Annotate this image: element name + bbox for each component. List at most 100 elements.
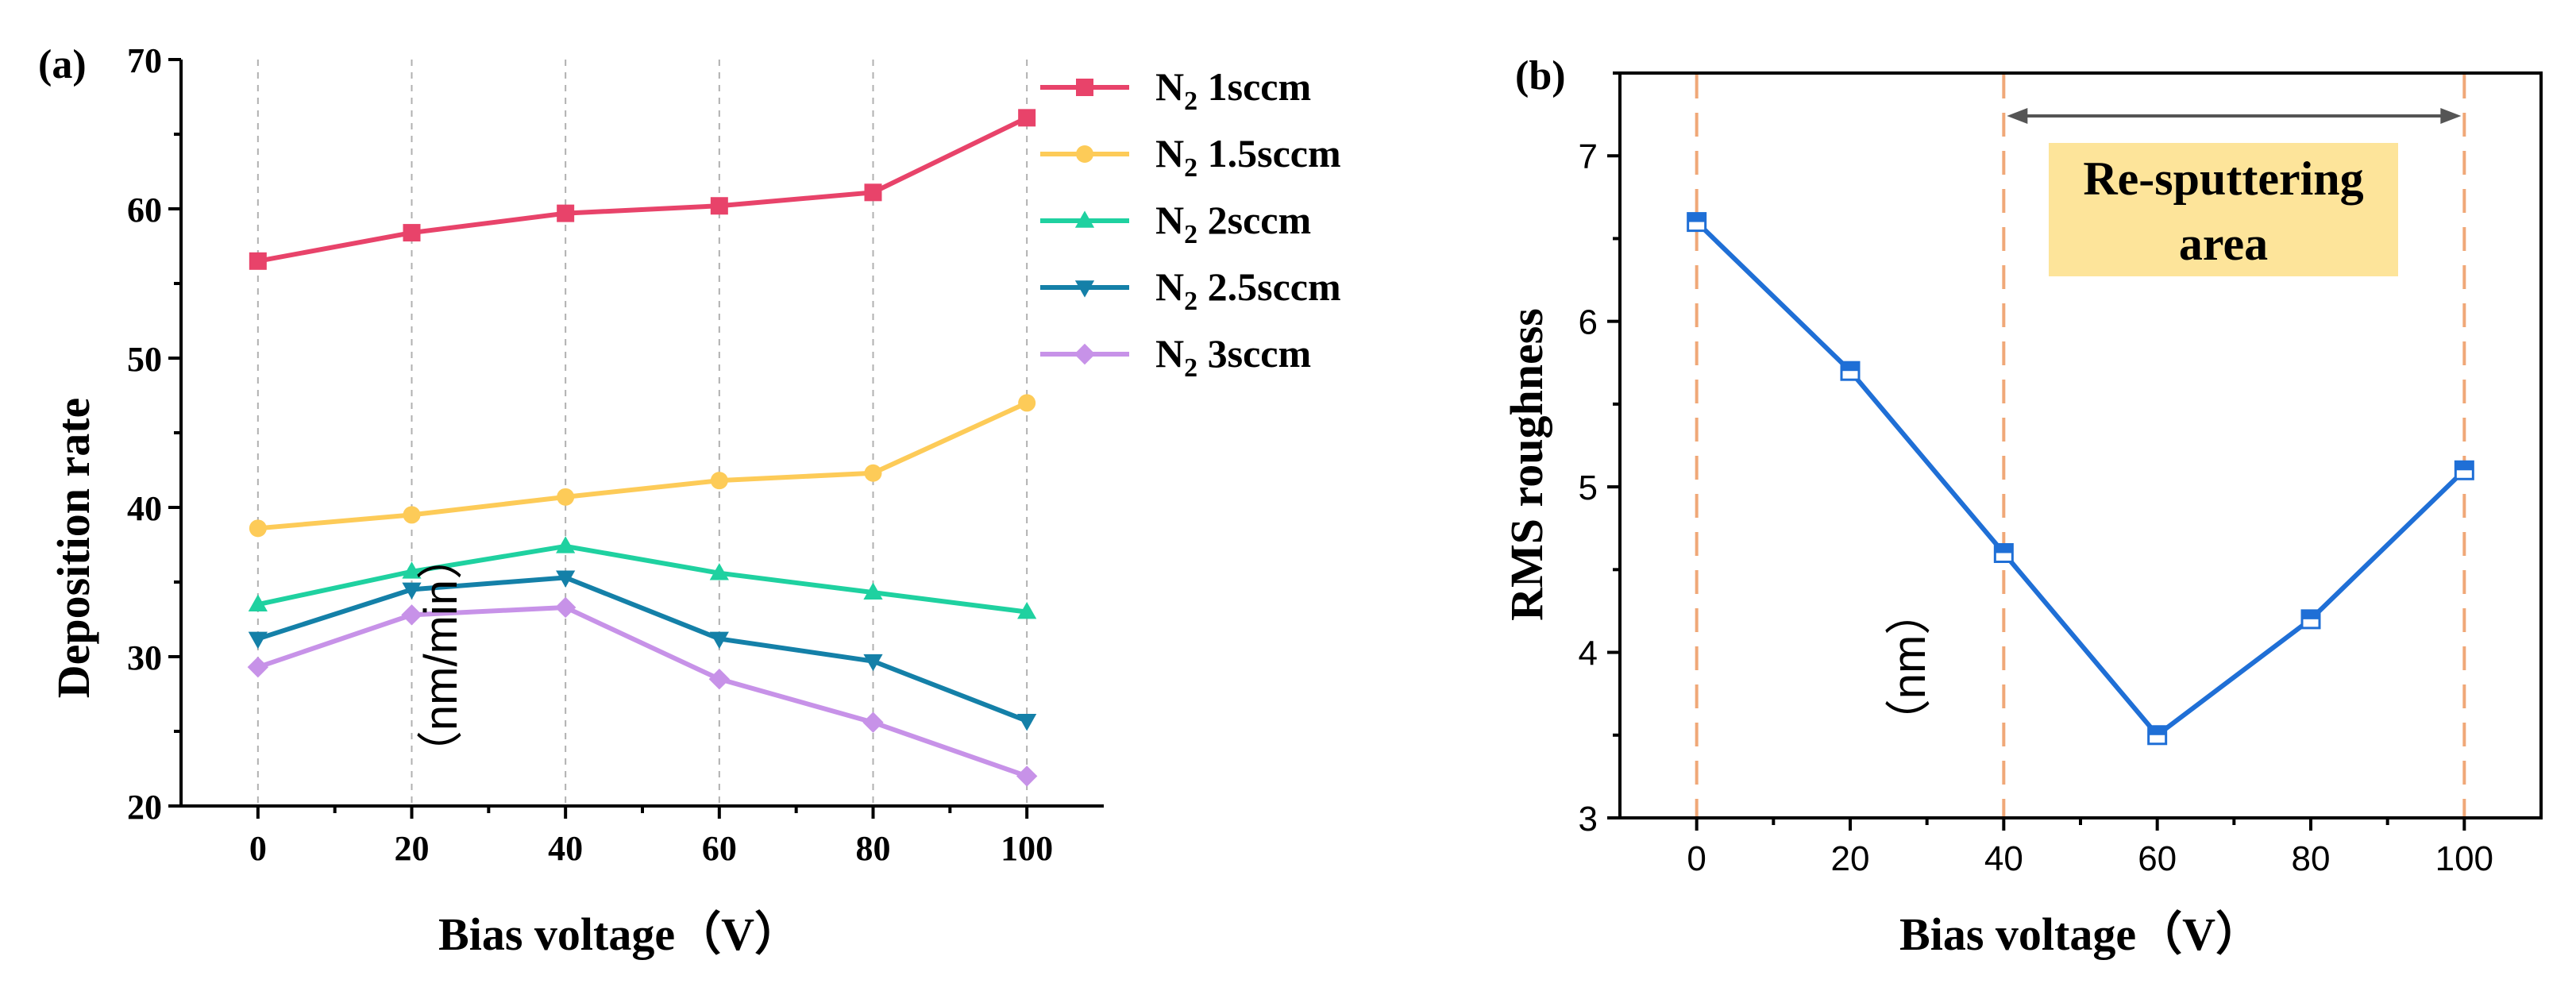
panel-b-data-point-fill: [1687, 213, 1706, 222]
panel-b-x-tick-label: 0: [1687, 839, 1706, 878]
panel-a-y-units: （nm/min）: [415, 534, 467, 777]
panel-a-data-point: [709, 563, 729, 580]
panel-a-x-label: Bias voltage（V）: [438, 908, 800, 960]
legend-swatch-marker: [1076, 145, 1093, 163]
panel-a-x-tick-label: 100: [1001, 829, 1053, 868]
panel-b-ticks: 0 20 40 60 80 100 3 4 5 6 7: [1579, 71, 2493, 878]
panel-b-x-label: Bias voltage（V）: [1899, 908, 2262, 960]
panel-b-data-point-fill: [2148, 726, 2166, 735]
panel-b-y-tick-label: 6: [1579, 303, 1598, 342]
annotation-line-1: Re-sputtering: [2083, 152, 2363, 205]
panel-a-data-point: [864, 183, 882, 202]
panel-a-y-label: Deposition rate: [48, 398, 99, 699]
panel-a-data-point: [864, 464, 882, 482]
legend-label: N2 3sccm: [1155, 331, 1311, 383]
panel-a-series-line: [257, 400, 1028, 531]
panel-b-y-tick-label: 3: [1579, 800, 1598, 839]
panel-b-x-tick-label: 20: [1831, 839, 1870, 878]
panel-b-dashed-lines: [1695, 75, 2466, 816]
panel-b-y-tick-label: 4: [1579, 634, 1598, 673]
panel-a-data-point: [248, 631, 268, 650]
annotation-box: [2049, 143, 2398, 276]
panel-a-data-point: [401, 604, 422, 626]
panel-a-y-tick-label: 30: [127, 638, 162, 677]
panel-b-y-tick-label: 7: [1579, 137, 1598, 176]
panel-a-data-point: [248, 594, 268, 611]
panel-a-data-point: [403, 506, 421, 524]
span-arrow-right-head: [2440, 108, 2462, 124]
panel-a-data-point: [1016, 765, 1038, 787]
panel-b-data-point: [1840, 361, 1861, 381]
panel-a-x-tick-label: 20: [395, 829, 430, 868]
panel-a-data-point: [247, 656, 269, 678]
panel-a-data-point: [710, 472, 728, 490]
legend-label: N2 1.5sccm: [1155, 131, 1341, 183]
panel-a-data-point: [708, 669, 731, 690]
legend-swatch-marker: [1074, 210, 1095, 228]
panel-b-x-tick-label: 80: [2292, 839, 2331, 878]
legend-swatch-marker: [1074, 343, 1096, 365]
panel-a: (a) 0 20 40 60 80 100 20 30 40 50 60 70 Bias voltag…: [38, 41, 1341, 960]
annotation-line-2: area: [2179, 218, 2268, 270]
panel-a-series-line: [257, 115, 1028, 264]
panel-b-x-tick-label: 60: [2138, 839, 2177, 878]
panel-b-data-point: [2454, 460, 2474, 480]
panel-a-data-point: [1018, 394, 1036, 412]
panel-a-data-point: [1017, 714, 1037, 731]
panel-b-label: (b): [1515, 53, 1566, 98]
panel-a-y-tick-label: 50: [127, 340, 162, 379]
panel-a-y-tick-label: 60: [127, 191, 162, 229]
panel-b-series-line: [1695, 220, 2466, 738]
panel-a-series: [247, 109, 1038, 787]
panel-a-data-point: [1018, 109, 1036, 127]
span-arrow-left-head: [2007, 108, 2028, 124]
panel-b-data-point-fill: [1841, 362, 1859, 372]
panel-a-x-tick-label: 60: [702, 829, 737, 868]
panel-a-y-tick-label: 20: [127, 788, 162, 827]
legend-label: N2 2sccm: [1155, 198, 1311, 249]
panel-a-data-point: [709, 631, 729, 650]
panel-a-data-point: [402, 582, 422, 600]
panel-a-x-tick-label: 0: [249, 829, 267, 868]
panel-a-series-line: [256, 575, 1028, 723]
panel-b-y-tick-label: 5: [1579, 469, 1598, 507]
panel-a-data-point: [554, 596, 577, 619]
panel-a-y-tick-label: 70: [127, 41, 162, 80]
panel-a-data-point: [403, 224, 421, 242]
panel-a-x-tick-label: 40: [548, 829, 583, 868]
legend-label: N2 1sccm: [1155, 64, 1311, 116]
panel-a-data-point: [710, 197, 728, 215]
panel-b-y-units: （nm）: [1884, 589, 1935, 746]
panel-b-x-tick-label: 40: [1984, 839, 2023, 878]
panel-a-x-tick-label: 80: [856, 829, 891, 868]
panel-b-data-point-fill: [2455, 461, 2474, 471]
panel-a-data-point: [862, 711, 884, 733]
panel-b-data-point: [2300, 609, 2321, 630]
panel-b-data-point-fill: [1995, 544, 2013, 553]
panel-b-data-point: [2147, 725, 2168, 746]
panel-b-data-point: [1993, 542, 2014, 563]
panel-a-data-point: [863, 582, 883, 600]
panel-a-data-point: [249, 519, 267, 538]
panel-a-series-line: [256, 604, 1028, 779]
panel-a-data-point: [863, 654, 883, 672]
panel-a-label: (a): [38, 42, 87, 87]
resputtering-annotation: Re-sputtering area: [2007, 108, 2462, 276]
panel-a-ticks: 0 20 40 60 80 100 20 30 40 50 60 70: [127, 41, 1053, 868]
panel-a-data-point: [249, 252, 267, 270]
panel-a-y-tick-label: 40: [127, 489, 162, 528]
panel-b-data-point: [1687, 212, 1707, 233]
panel-a-data-point: [556, 570, 576, 588]
panel-a-data-point: [557, 204, 575, 222]
panel-a-gridlines: [256, 60, 1028, 806]
panel-a-data-point: [557, 488, 575, 506]
panel-b-x-tick-label: 100: [2435, 839, 2493, 878]
panel-b-data-point-fill: [2302, 610, 2320, 619]
panel-a-data-point: [1017, 601, 1037, 619]
legend-swatch-marker: [1074, 280, 1095, 298]
panel-b-series: [1687, 212, 2474, 746]
panel-a-data-point: [402, 561, 422, 579]
panel-a-series-line: [257, 543, 1028, 615]
